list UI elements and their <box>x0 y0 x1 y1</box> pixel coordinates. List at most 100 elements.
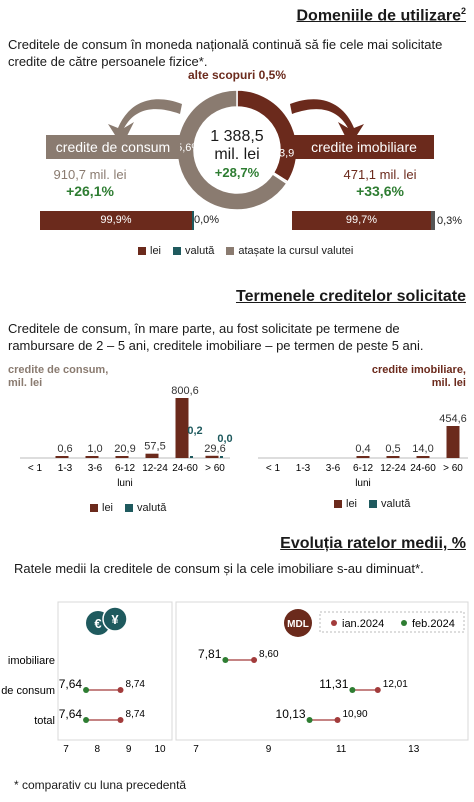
bar-valută <box>220 456 223 458</box>
rates-tick: 7 <box>193 744 199 755</box>
rates-section-title: Evoluția ratelor medii, % <box>280 535 466 552</box>
rates-tick: 11 <box>336 744 347 755</box>
x-axis-label: luni <box>117 478 133 489</box>
rate-point-jan <box>374 687 381 693</box>
rates-fx-chart: 7 8 9 10 8,74 7,64 8,74 7,64 <box>59 677 166 755</box>
rate-point-feb <box>306 717 313 723</box>
rate-point-feb <box>83 717 90 723</box>
rate-label-jan: 8,60 <box>259 649 279 660</box>
legend-item-valuta: valută <box>173 245 214 257</box>
terms-charts: < 1 1-3 0,6 3-6 1,0 6-12 20,9 12-24 57,5 24-60 800… <box>20 385 468 489</box>
imob-valuta-segment <box>431 211 435 230</box>
consum-value: 910,7 mil. lei <box>53 167 127 182</box>
terms-legend-consum: lei valută <box>90 502 166 514</box>
rates-legend-feb: feb.2024 <box>412 618 455 630</box>
legend-item-lei: lei <box>334 498 357 510</box>
mdl-badge-icon <box>284 609 312 637</box>
rate-label-jan: 10,90 <box>343 709 368 720</box>
tick-label: < 1 <box>28 463 43 474</box>
footnote: * comparativ cu luna precedentă <box>14 778 187 792</box>
x-axis-label: luni <box>355 478 371 489</box>
rate-label-feb: 7,64 <box>59 677 83 691</box>
svg-text:¥: ¥ <box>111 612 119 627</box>
legend-item-lei: lei <box>138 245 161 257</box>
bar-value-label: 20,9 <box>114 443 135 455</box>
donut-group: 33,9%65,6% <box>170 89 304 211</box>
bar-value-label: 0,6 <box>57 443 72 455</box>
bar-value-label: 57,5 <box>144 441 165 453</box>
tick-label: 3-6 <box>326 463 341 474</box>
rates-legend-jan: ian.2024 <box>342 618 384 630</box>
rate-point-jan <box>117 717 124 723</box>
legend-item-valuta: valută <box>369 498 410 510</box>
rates-category-label: de consum <box>1 685 55 697</box>
rate-point-jan <box>117 687 124 693</box>
imob-valuta-label: 0,3% <box>437 215 463 227</box>
bar-lei <box>175 398 189 458</box>
imob-currency-bar: 99,7% <box>292 211 435 230</box>
donut-center: 1 388,5 mil. lei +28,7% <box>187 128 287 182</box>
bar-value-label: 800,6 <box>171 385 199 397</box>
rates-category-label: imobiliare <box>8 655 55 667</box>
bar-lei <box>416 456 430 458</box>
bar-value-label: 0,5 <box>385 443 400 455</box>
consum-valuta-label: 0,0% <box>194 214 220 226</box>
rates-category-labels: imobiliare de consum total <box>1 655 55 727</box>
consum-tag: credite de consum <box>46 135 180 159</box>
tick-label: 6-12 <box>115 463 135 474</box>
rate-point-feb <box>349 687 356 693</box>
usage-title-footnote-mark: 2 <box>460 6 466 16</box>
rates-intro: Ratele medii la creditele de consum și l… <box>14 561 424 576</box>
tick-label: 1-3 <box>58 463 73 474</box>
rate-point-jan <box>334 717 341 723</box>
bar-lei <box>145 453 159 458</box>
usage-legend: lei valută atașate la cursul valutei <box>138 245 353 257</box>
bar-value-label: 454,6 <box>439 413 467 425</box>
donut-slice-0 <box>176 89 288 211</box>
bar-lei <box>115 456 129 458</box>
mdl-badge-text: MDL <box>287 619 309 630</box>
terms-legend-imob: lei valută <box>334 498 410 510</box>
tick-label: 24-60 <box>172 463 198 474</box>
bar-lei <box>85 456 99 458</box>
tick-label: 12-24 <box>142 463 168 474</box>
usage-title-text: Domeniile de utilizare <box>296 7 461 25</box>
terms-intro-line1: Creditele de consum, în mare parte, au f… <box>8 321 400 336</box>
rates-category-label: total <box>34 715 55 727</box>
usage-section-title: Domeniile de utilizare2 <box>297 6 467 25</box>
imob-terms-chart-title: credite imobiliare, mil. lei <box>371 364 466 389</box>
rate-point-jan <box>251 657 258 663</box>
other-purposes-label: alte scopuri 0,5% <box>187 68 287 82</box>
rate-point-feb <box>83 687 90 693</box>
rate-label-feb: 10,13 <box>276 707 306 721</box>
consum-terms-chart-title: credite de consum, mil. lei <box>8 364 109 389</box>
consum-currency-bar: 99,9% <box>40 211 194 230</box>
terms-section-title: Termenele creditelor solicitate <box>235 288 466 305</box>
bar-value-label: 14,0 <box>412 443 433 455</box>
svg-text:€: € <box>94 616 101 631</box>
imob-terms-chart: < 1 1-3 3-6 6-12 0,4 12-24 0,5 24-60 14,0 > 60 454… <box>258 413 468 489</box>
consum-lei-segment: 99,9% <box>40 211 192 230</box>
rates-charts: € ¥ MDL ian.2024 feb.2024 imobiliare de c… <box>1 601 469 755</box>
rates-mdl-chart: 7 9 11 13 8,60 7,81 12,01 11,31 10,90 10,13 <box>193 647 419 755</box>
rate-label-jan: 8,74 <box>126 709 146 720</box>
rate-label-jan: 8,74 <box>126 679 146 690</box>
rate-label-jan: 12,01 <box>383 679 408 690</box>
bar-valută <box>190 456 193 458</box>
bar-value-label: 29,6 <box>204 443 225 455</box>
bar-lei <box>446 426 460 458</box>
total-change: +28,7% <box>214 165 260 180</box>
right-arrow-icon <box>290 99 364 146</box>
imob-lei-segment: 99,7% <box>292 211 431 230</box>
bar-lei <box>55 456 69 458</box>
terms-intro-line2: rambursare de 2 – 5 ani, creditele imobi… <box>8 338 424 353</box>
bar-lei <box>386 456 400 458</box>
tick-label: 1-3 <box>296 463 311 474</box>
bar-value-label: 0,2 <box>187 425 202 437</box>
imob-change: +33,6% <box>356 183 404 199</box>
currency-exchange-icon: € ¥ <box>86 606 128 635</box>
tick-label: 24-60 <box>410 463 436 474</box>
bar-value-label: 0,4 <box>355 443 370 455</box>
usage-intro-line2: credite de către persoanele fizice*. <box>8 54 208 69</box>
left-arrow-icon <box>108 99 182 146</box>
